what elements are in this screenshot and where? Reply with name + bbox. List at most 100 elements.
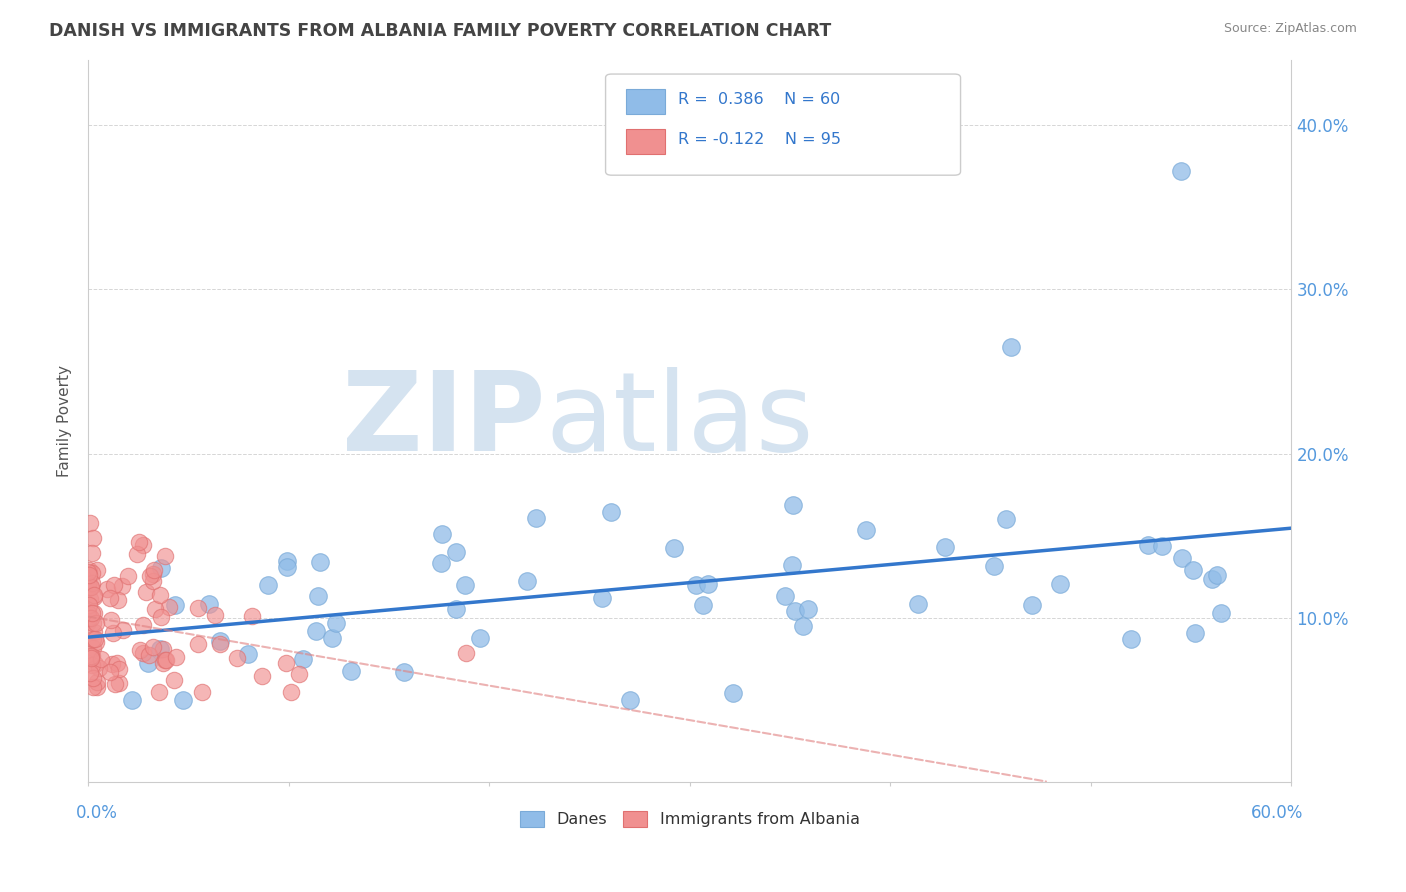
Point (79, 598, 101, 612)
Point (198, 597, 221, 611)
Point (150, 561, 173, 575)
Point (1021, 599, 1043, 613)
Point (250, 668, 273, 682)
Point (187, 637, 209, 651)
Point (80, 546, 103, 560)
Point (77, 563, 100, 577)
Point (274, 656, 297, 670)
Point (77, 567, 100, 582)
Point (276, 554, 298, 568)
Point (80, 650, 103, 665)
Point (392, 665, 415, 679)
Point (82, 640, 104, 655)
Text: Source: ZipAtlas.com: Source: ZipAtlas.com (1223, 22, 1357, 36)
Point (1049, 577, 1071, 591)
Point (236, 648, 259, 662)
Point (907, 597, 929, 611)
Point (444, 602, 467, 616)
Point (148, 684, 170, 698)
Text: R = -0.122    N = 95: R = -0.122 N = 95 (678, 131, 841, 146)
Point (90, 652, 112, 666)
Point (280, 684, 302, 698)
Point (1211, 606, 1233, 620)
Point (143, 602, 166, 616)
Point (782, 498, 804, 512)
Point (103, 578, 125, 592)
Point (524, 511, 547, 525)
Point (80, 648, 103, 663)
Point (516, 574, 538, 589)
Point (77, 615, 100, 629)
Point (685, 578, 707, 592)
Text: DANISH VS IMMIGRANTS FROM ALBANIA FAMILY POVERTY CORRELATION CHART: DANISH VS IMMIGRANTS FROM ALBANIA FAMILY… (49, 22, 831, 40)
Point (82, 671, 104, 685)
Point (80, 658, 103, 673)
Point (105, 656, 128, 670)
Point (125, 548, 148, 562)
Point (98, 591, 121, 605)
Point (138, 648, 160, 663)
Point (208, 637, 231, 651)
Point (191, 684, 214, 698)
Point (83, 588, 105, 602)
Point (84, 635, 107, 649)
Point (430, 527, 453, 541)
Point (84, 615, 107, 630)
Point (139, 569, 162, 583)
Point (77, 611, 100, 625)
Text: 60.0%: 60.0% (1251, 804, 1303, 822)
Point (155, 653, 177, 667)
Point (1171, 551, 1194, 566)
Point (128, 534, 150, 549)
Point (86, 675, 108, 690)
Point (796, 602, 818, 616)
Point (152, 642, 174, 657)
Point (150, 609, 173, 624)
Text: R =  0.386    N = 60: R = 0.386 N = 60 (678, 92, 839, 107)
Point (225, 651, 247, 665)
Point (108, 676, 131, 690)
Point (80, 648, 103, 663)
Point (82, 531, 104, 545)
Point (163, 673, 186, 688)
Point (96, 582, 118, 597)
Point (82, 615, 104, 630)
Point (82, 632, 104, 646)
Point (83, 624, 105, 639)
Point (83, 606, 105, 620)
Point (240, 608, 263, 623)
Point (468, 631, 491, 645)
Point (132, 618, 155, 632)
Point (1205, 567, 1227, 582)
Point (121, 693, 143, 707)
Point (79, 580, 101, 594)
Point (98, 665, 121, 679)
Point (591, 591, 613, 605)
Point (79, 516, 101, 530)
Point (149, 641, 172, 656)
Point (132, 646, 155, 660)
Point (142, 574, 165, 589)
Point (775, 589, 797, 603)
Point (108, 662, 131, 676)
Point (112, 623, 135, 637)
Point (430, 556, 453, 570)
Point (111, 579, 134, 593)
Point (664, 541, 686, 555)
Point (163, 598, 186, 612)
Point (446, 545, 468, 559)
Point (308, 555, 330, 569)
Point (77, 647, 100, 661)
Point (153, 653, 176, 667)
Point (153, 549, 176, 563)
Point (77, 565, 100, 579)
Point (1119, 632, 1142, 647)
Point (107, 593, 129, 607)
Y-axis label: Family Poverty: Family Poverty (58, 365, 72, 477)
Point (697, 577, 720, 591)
Point (80, 606, 103, 620)
Point (100, 657, 122, 672)
Point (77, 580, 100, 594)
Point (83, 590, 105, 604)
Point (994, 511, 1017, 525)
